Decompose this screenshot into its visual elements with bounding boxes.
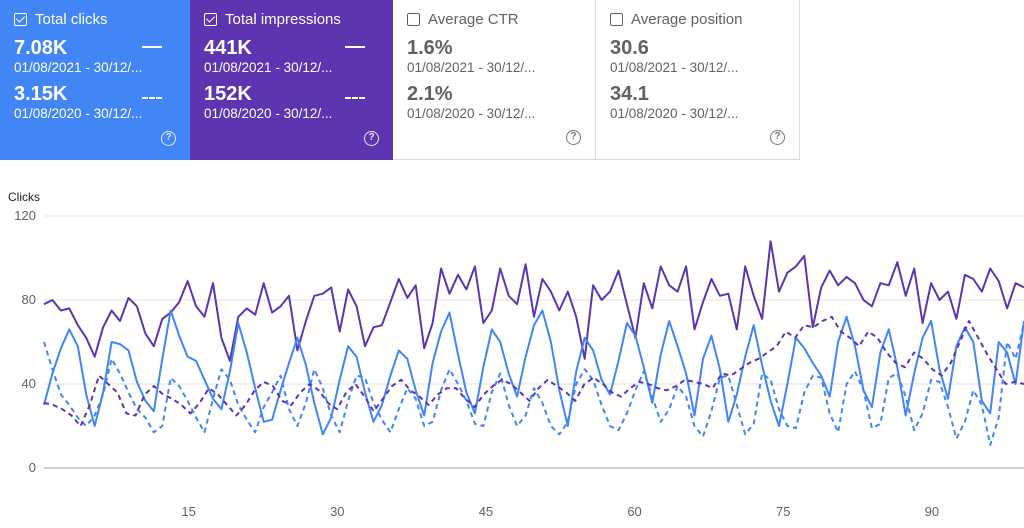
solid-line-legend-icon: [345, 46, 365, 48]
checkbox-unchecked-icon[interactable]: [407, 12, 420, 26]
card-header: Total clicks: [14, 10, 176, 28]
previous-date-range: 01/08/2020 - 30/12/...: [204, 106, 333, 121]
current-value: 441K: [204, 37, 252, 59]
impressions-previous-line: [43, 315, 1024, 427]
total-impressions-card[interactable]: Total impressions 441K 01/08/2021 - 30/1…: [190, 0, 393, 160]
y-tick-label: 120: [14, 208, 36, 223]
checkbox-checked-icon[interactable]: [14, 12, 27, 26]
current-date-range: 01/08/2021 - 30/12/...: [204, 60, 333, 75]
card-header: Average CTR: [407, 10, 581, 28]
card-header: Average position: [610, 10, 785, 28]
y-tick-label: 80: [22, 292, 36, 307]
clicks-line-chart: 0 40 80 120 15 30 45 60 75 90: [14, 208, 1024, 519]
solid-line-legend-icon: [142, 46, 162, 48]
x-tick-label: 75: [776, 504, 790, 519]
previous-value: 152K: [204, 83, 252, 105]
help-icon[interactable]: ?: [364, 131, 379, 146]
current-value: 7.08K: [14, 37, 68, 59]
impressions-current-line: [43, 240, 1024, 362]
total-clicks-card[interactable]: Total clicks 7.08K 01/08/2021 - 30/12/..…: [0, 0, 190, 160]
average-ctr-card[interactable]: Average CTR 1.6% 01/08/2021 - 30/12/... …: [393, 0, 596, 160]
x-axis-ticks: 15 30 45 60 75 90: [181, 504, 939, 519]
previous-value: 2.1%: [407, 83, 453, 105]
average-position-card[interactable]: Average position 30.6 01/08/2021 - 30/12…: [596, 0, 800, 160]
help-icon[interactable]: ?: [161, 131, 176, 146]
y-tick-label: 40: [22, 376, 36, 391]
x-tick-label: 15: [181, 504, 195, 519]
previous-date-range: 01/08/2020 - 30/12/...: [407, 106, 536, 121]
card-title: Total clicks: [35, 10, 108, 28]
checkbox-checked-icon[interactable]: [204, 12, 217, 26]
card-title: Average position: [631, 10, 743, 28]
metric-cards: Total clicks 7.08K 01/08/2021 - 30/12/..…: [0, 0, 800, 160]
x-tick-label: 30: [330, 504, 344, 519]
grid-lines: [44, 215, 1024, 469]
help-icon[interactable]: ?: [566, 130, 581, 145]
previous-value: 34.1: [610, 83, 649, 105]
previous-date-range: 01/08/2020 - 30/12/...: [14, 106, 143, 121]
y-tick-label: 0: [29, 460, 36, 475]
x-tick-label: 45: [479, 504, 493, 519]
series-lines: [43, 240, 1024, 446]
card-title: Average CTR: [428, 10, 519, 28]
y-axis-label: Clicks: [8, 190, 40, 204]
current-value: 30.6: [610, 37, 649, 59]
previous-value: 3.15K: [14, 83, 68, 105]
clicks-previous-line: [43, 322, 1024, 446]
card-header: Total impressions: [204, 10, 379, 28]
help-icon[interactable]: ?: [770, 130, 785, 145]
x-tick-label: 60: [627, 504, 641, 519]
x-tick-label: 90: [925, 504, 939, 519]
dashed-line-legend-icon: [345, 97, 365, 99]
clicks-current-line: [43, 309, 1024, 436]
current-value: 1.6%: [407, 37, 453, 59]
previous-date-range: 01/08/2020 - 30/12/...: [610, 106, 739, 121]
current-date-range: 01/08/2021 - 30/12/...: [407, 60, 536, 75]
card-title: Total impressions: [225, 10, 341, 28]
current-date-range: 01/08/2021 - 30/12/...: [14, 60, 143, 75]
dashed-line-legend-icon: [142, 97, 162, 99]
checkbox-unchecked-icon[interactable]: [610, 12, 623, 26]
current-date-range: 01/08/2021 - 30/12/...: [610, 60, 739, 75]
y-axis-ticks: 0 40 80 120: [14, 208, 36, 475]
